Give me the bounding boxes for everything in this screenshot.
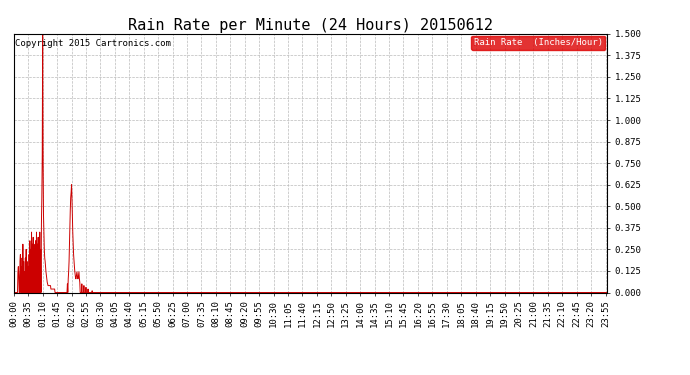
Title: Rain Rate per Minute (24 Hours) 20150612: Rain Rate per Minute (24 Hours) 20150612 [128,18,493,33]
Legend: Rain Rate  (Inches/Hour): Rain Rate (Inches/Hour) [471,36,605,50]
Text: Copyright 2015 Cartronics.com: Copyright 2015 Cartronics.com [15,39,171,48]
